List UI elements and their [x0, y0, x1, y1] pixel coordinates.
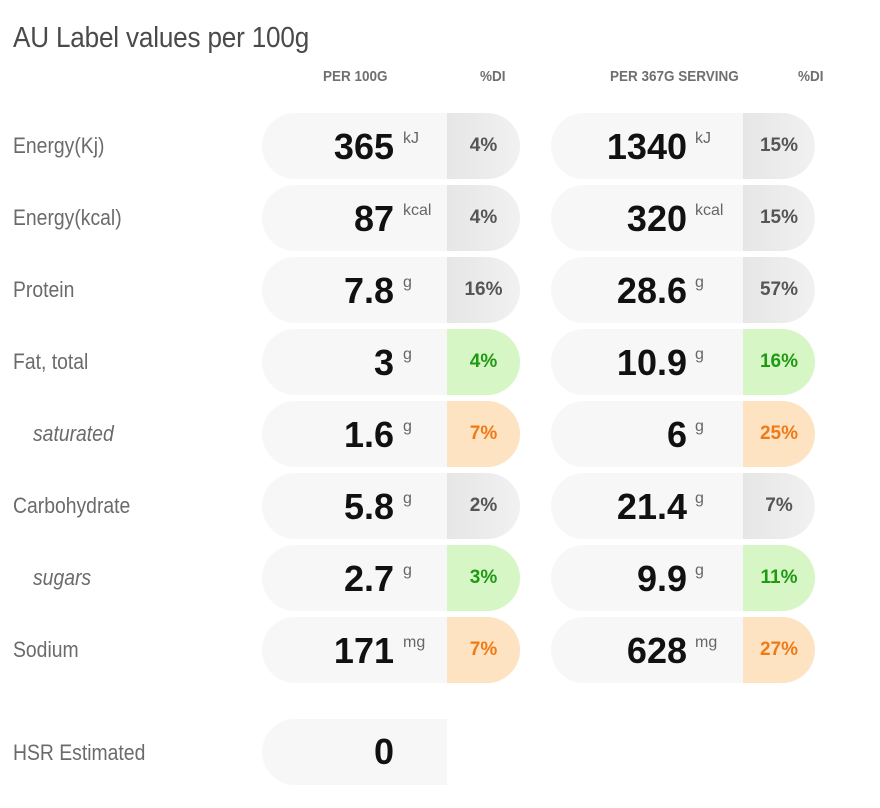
- per-serving-di: 11%: [743, 545, 815, 611]
- per-100g-value: 7.8: [343, 270, 394, 311]
- per-serving-unit: g: [695, 346, 704, 363]
- per-serving-value: 10.9: [616, 342, 687, 383]
- page-title: AU Label values per 100g: [13, 22, 310, 54]
- per-serving-pill: 10.9 g 16%: [551, 329, 815, 395]
- header-di-100g: %DI: [480, 68, 506, 85]
- per-serving-di: 15%: [743, 113, 815, 179]
- per-100g-value: 365: [333, 126, 394, 167]
- per-100g-di: 3%: [447, 545, 520, 611]
- per-serving-pill: 21.4 g 7%: [551, 473, 815, 539]
- header-di-serving: %DI: [798, 68, 824, 85]
- per-serving-unit: mg: [695, 634, 718, 651]
- per-100g-di: 7%: [447, 617, 520, 683]
- per-serving-pill: 28.6 g 57%: [551, 257, 815, 323]
- per-100g-pill: 3 g 4%: [262, 329, 520, 395]
- per-serving-value: 9.9: [636, 558, 687, 599]
- nutrient-label: Fat, total: [13, 349, 89, 374]
- per-100g-unit: g: [403, 562, 412, 579]
- nutrient-row: Energy(Kj) 365 kJ 4% 1340 kJ 15%: [0, 113, 880, 179]
- per-serving-value: 628: [626, 630, 687, 671]
- per-100g-unit: kcal: [403, 202, 432, 219]
- per-serving-value: 1340: [606, 126, 687, 167]
- per-100g-di: 7%: [447, 401, 520, 467]
- per-100g-di: 4%: [447, 113, 520, 179]
- per-100g-di: 4%: [447, 185, 520, 251]
- per-100g-value: 87: [353, 198, 394, 239]
- per-serving-unit: g: [695, 562, 704, 579]
- per-100g-pill: 365 kJ 4%: [262, 113, 520, 179]
- per-serving-di: 27%: [743, 617, 815, 683]
- per-serving-unit: g: [695, 418, 704, 435]
- per-serving-pill: 1340 kJ 15%: [551, 113, 815, 179]
- per-100g-value: 1.6: [343, 414, 394, 455]
- per-serving-pill: 9.9 g 11%: [551, 545, 815, 611]
- nutrient-label: Energy(kcal): [13, 205, 122, 230]
- per-100g-unit: g: [403, 418, 412, 435]
- nutrient-row: Energy(kcal) 87 kcal 4% 320 kcal 15%: [0, 185, 880, 251]
- per-serving-unit: g: [695, 274, 704, 291]
- nutrient-row: Protein 7.8 g 16% 28.6 g 57%: [0, 257, 880, 323]
- nutrient-row: Sodium 171 mg 7% 628 mg 27%: [0, 617, 880, 683]
- per-serving-di: 7%: [743, 473, 815, 539]
- per-100g-unit: g: [403, 274, 412, 291]
- per-serving-pill: 320 kcal 15%: [551, 185, 815, 251]
- per-serving-pill: 6 g 25%: [551, 401, 815, 467]
- nutrient-label: sugars: [33, 565, 92, 590]
- hsr-pill: 0: [262, 719, 447, 785]
- per-serving-unit: kcal: [695, 202, 724, 219]
- per-100g-di: 4%: [447, 329, 520, 395]
- per-100g-value: 171: [333, 630, 394, 671]
- per-100g-di: 2%: [447, 473, 520, 539]
- per-100g-pill: 5.8 g 2%: [262, 473, 520, 539]
- per-serving-unit: kJ: [695, 130, 711, 147]
- nutrient-row: Carbohydrate 5.8 g 2% 21.4 g 7%: [0, 473, 880, 539]
- header-per-serving: PER 367G SERVING: [610, 68, 739, 85]
- per-100g-pill: 2.7 g 3%: [262, 545, 520, 611]
- hsr-value: 0: [373, 731, 394, 772]
- nutrient-row: Fat, total 3 g 4% 10.9 g 16%: [0, 329, 880, 395]
- per-100g-value: 3: [373, 342, 394, 383]
- per-100g-pill: 7.8 g 16%: [262, 257, 520, 323]
- per-100g-unit: mg: [403, 634, 426, 651]
- per-100g-pill: 171 mg 7%: [262, 617, 520, 683]
- nutrient-label: saturated: [33, 421, 114, 446]
- nutrient-label: Energy(Kj): [13, 133, 105, 158]
- per-serving-di: 16%: [743, 329, 815, 395]
- per-100g-pill: 87 kcal 4%: [262, 185, 520, 251]
- per-100g-unit: g: [403, 346, 412, 363]
- per-100g-pill: 1.6 g 7%: [262, 401, 520, 467]
- per-serving-value: 320: [626, 198, 687, 239]
- per-100g-unit: g: [403, 490, 412, 507]
- per-serving-di: 25%: [743, 401, 815, 467]
- header-per-100g: PER 100G: [323, 68, 388, 85]
- nutrient-label: Protein: [13, 277, 75, 302]
- per-serving-value: 21.4: [616, 486, 687, 527]
- per-100g-value: 2.7: [343, 558, 394, 599]
- per-serving-value: 6: [666, 414, 687, 455]
- per-100g-di: 16%: [447, 257, 520, 323]
- per-serving-di: 57%: [743, 257, 815, 323]
- nutrient-label: Carbohydrate: [13, 493, 131, 518]
- hsr-label: HSR Estimated: [13, 740, 146, 765]
- nutrient-row: sugars 2.7 g 3% 9.9 g 11%: [0, 545, 880, 611]
- hsr-row: HSR Estimated 0: [0, 719, 880, 785]
- per-100g-value: 5.8: [343, 486, 394, 527]
- per-serving-unit: g: [695, 490, 704, 507]
- per-serving-di: 15%: [743, 185, 815, 251]
- per-serving-pill: 628 mg 27%: [551, 617, 815, 683]
- per-serving-value: 28.6: [616, 270, 687, 311]
- per-100g-unit: kJ: [403, 130, 419, 147]
- nutrient-label: Sodium: [13, 637, 79, 662]
- nutrient-row: saturated 1.6 g 7% 6 g 25%: [0, 401, 880, 467]
